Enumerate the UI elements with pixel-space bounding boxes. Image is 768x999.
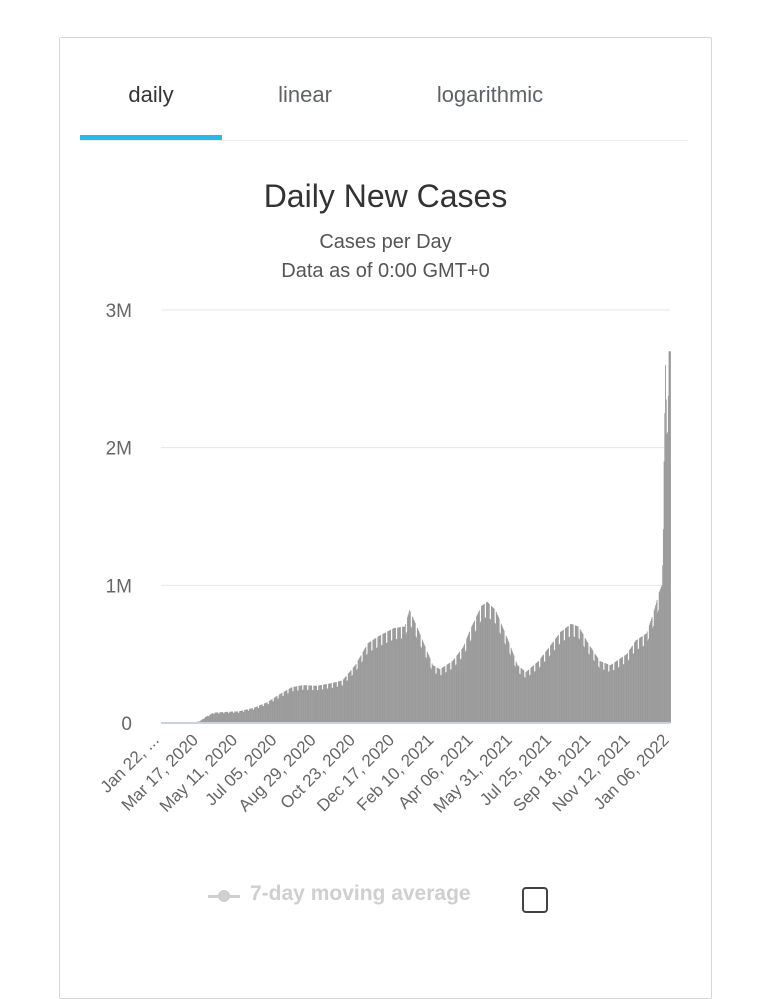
y-tick-label: 1M <box>106 576 132 597</box>
legend-label: 7-day moving average <box>250 882 471 906</box>
bar <box>670 351 671 723</box>
y-tick-label: 2M <box>106 439 132 460</box>
y-tick-label: 0 <box>121 714 132 735</box>
y-tick-label: 3M <box>106 301 132 322</box>
legend-marker-icon <box>218 890 230 902</box>
chart-card: daily linear logarithmic Daily New Cases… <box>59 37 712 999</box>
moving-average-checkbox[interactable] <box>522 887 548 913</box>
